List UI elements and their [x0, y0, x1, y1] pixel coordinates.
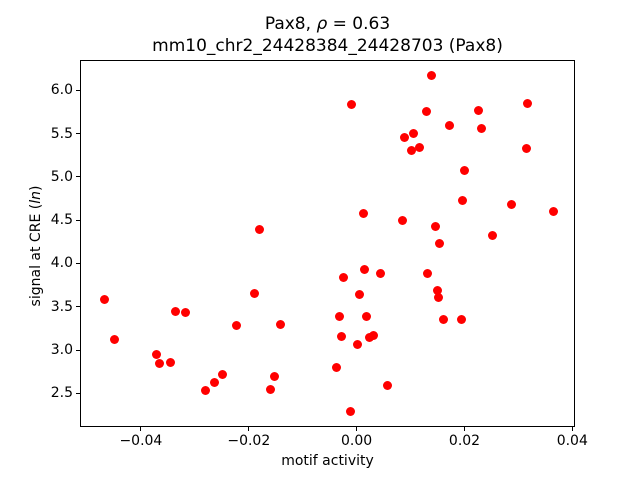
- x-tick-label: 0.02: [448, 433, 481, 449]
- data-point: [180, 307, 190, 317]
- data-point: [99, 295, 109, 305]
- data-point: [445, 120, 455, 130]
- y-tick-mark: [76, 392, 80, 394]
- title-suffix: = 0.63: [327, 14, 391, 34]
- data-point: [249, 289, 259, 299]
- data-point: [152, 349, 161, 359]
- x-tick-mark: [140, 427, 142, 431]
- y-tick-mark: [76, 89, 80, 91]
- x-tick-label: −0.04: [119, 433, 163, 449]
- data-point: [210, 377, 220, 387]
- y-tick-mark: [76, 133, 80, 135]
- x-tick-mark: [356, 427, 358, 431]
- x-tick-label: 0.00: [341, 433, 373, 449]
- y-tick-mark: [76, 349, 80, 351]
- data-point: [426, 71, 436, 81]
- data-point: [431, 221, 441, 231]
- y-tick-mark: [76, 306, 80, 308]
- data-point: [383, 381, 393, 391]
- data-point: [414, 143, 424, 153]
- data-point: [347, 99, 357, 109]
- y-tick-label: 5.0: [50, 168, 73, 185]
- data-point: [255, 225, 264, 235]
- data-point: [458, 195, 468, 205]
- data-point: [477, 124, 487, 133]
- x-tick-mark: [571, 427, 573, 431]
- data-point: [457, 315, 467, 325]
- y-tick-mark: [76, 219, 80, 221]
- data-point: [507, 200, 517, 210]
- data-point: [432, 285, 442, 295]
- chart-subtitle: mm10_chr2_24428384_24428703 (Pax8): [152, 36, 503, 56]
- data-point: [421, 106, 431, 116]
- data-point: [200, 386, 210, 396]
- data-point: [407, 145, 416, 155]
- y-label-suffix: ): [28, 185, 44, 192]
- plot-area: [80, 60, 575, 427]
- data-point: [376, 269, 386, 279]
- data-point: [338, 272, 348, 282]
- data-point: [438, 315, 448, 325]
- y-tick-label: 6.0: [50, 82, 73, 99]
- data-point: [362, 311, 372, 321]
- data-point: [474, 105, 484, 115]
- title-rho-symbol: ρ: [316, 14, 328, 34]
- data-point: [397, 215, 407, 225]
- data-point: [336, 331, 346, 341]
- data-point: [423, 268, 433, 278]
- data-point: [523, 98, 532, 108]
- data-point: [218, 369, 228, 379]
- y-tick-label: 5.5: [50, 125, 73, 142]
- title-prefix: Pax8,: [264, 14, 317, 34]
- data-point: [369, 330, 379, 340]
- y-label-italic: ln: [28, 191, 44, 204]
- x-tick-label: 0.04: [556, 433, 588, 449]
- y-tick-label: 4.0: [50, 255, 73, 272]
- chart-title-line1: Pax8, ρ = 0.63: [80, 13, 575, 35]
- data-point: [521, 143, 531, 153]
- data-point: [334, 311, 344, 321]
- data-point: [434, 239, 444, 249]
- x-axis-label: motif activity: [281, 453, 374, 469]
- data-point: [266, 385, 276, 395]
- data-point: [155, 359, 165, 369]
- data-point: [409, 129, 419, 139]
- data-point: [232, 320, 242, 330]
- data-point: [109, 335, 119, 345]
- data-point: [353, 339, 363, 349]
- y-tick-label: 4.5: [50, 212, 73, 229]
- data-point: [459, 166, 469, 176]
- data-point: [354, 290, 364, 300]
- data-point: [359, 265, 369, 275]
- data-point: [345, 407, 355, 417]
- data-point: [166, 357, 175, 367]
- x-tick-mark: [464, 427, 465, 431]
- chart-title: Pax8, ρ = 0.63 mm10_chr2_24428384_244287…: [80, 13, 575, 57]
- data-point: [433, 292, 443, 302]
- data-point: [269, 372, 279, 382]
- data-point: [399, 132, 409, 142]
- y-tick-label: 3.0: [50, 342, 73, 358]
- data-point: [548, 207, 558, 217]
- data-point: [170, 306, 180, 316]
- y-label-prefix: signal at CRE (: [28, 203, 44, 307]
- y-tick-label: 3.5: [50, 298, 73, 315]
- x-tick-label: −0.02: [227, 433, 271, 449]
- data-point: [276, 319, 285, 329]
- data-point: [487, 230, 497, 240]
- y-tick-mark: [76, 176, 80, 178]
- y-tick-label: 2.5: [50, 385, 73, 402]
- data-point: [331, 362, 341, 372]
- x-tick-mark: [248, 427, 250, 431]
- y-tick-mark: [76, 262, 80, 264]
- data-point: [358, 208, 368, 218]
